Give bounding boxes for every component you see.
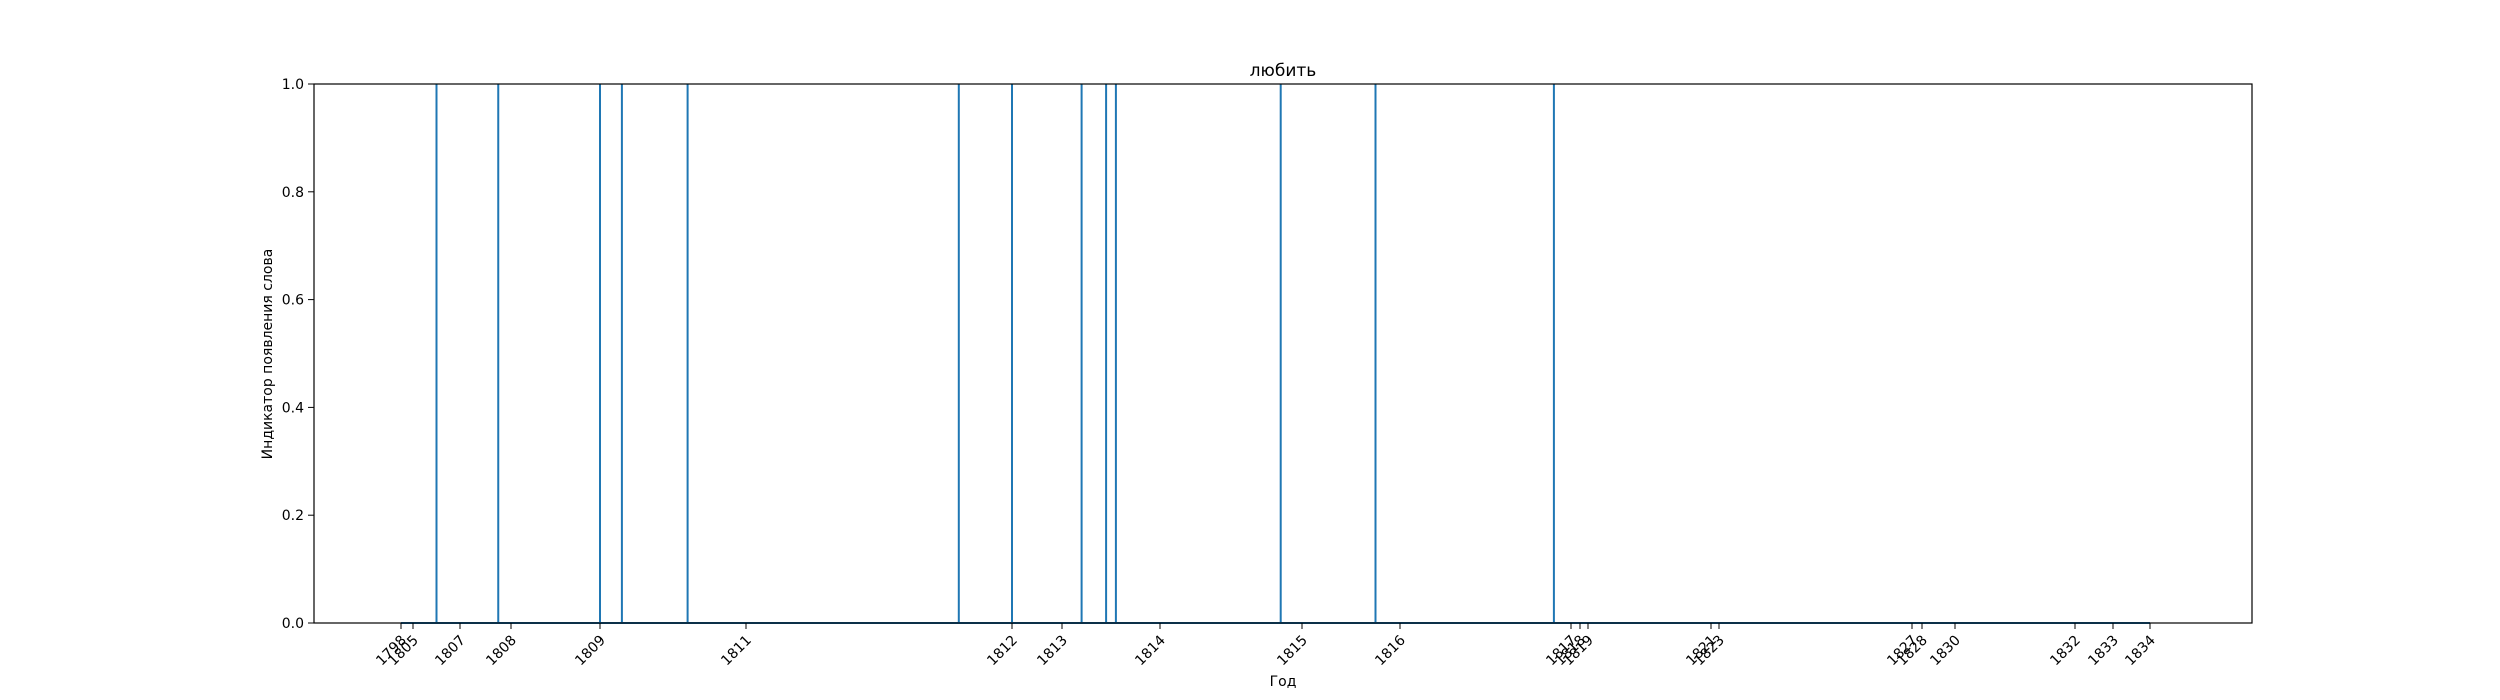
x-tick-label: 1807 [432,633,469,670]
x-tick-label: 1814 [1132,632,1169,669]
x-axis-label: Год [1270,674,1297,690]
x-tick-label: 1815 [1274,633,1311,670]
plot-frame [313,83,2253,624]
x-tick-label: 1812 [984,633,1021,670]
x-tick-label: 1816 [1372,632,1409,669]
x-tick-label: 1832 [2047,633,2084,670]
y-tick-label: 1.0 [282,77,304,93]
y-axis-label: Индикатор появления слова [260,249,276,460]
chart-title: любить [1250,61,1317,81]
y-tick-label: 0.2 [282,508,304,524]
x-tick-label: 1813 [1034,633,1071,670]
x-tick-label: 1830 [1927,633,1964,670]
x-tick-label: 1808 [483,633,520,670]
x-tick-label: 1811 [718,633,755,670]
y-tick-label: 0.6 [282,293,304,309]
y-tick-label: 0.4 [282,400,304,416]
x-tick-label: 1834 [2122,632,2159,669]
y-tick-label: 0.0 [282,616,304,632]
x-tick-label: 1833 [2085,633,2122,670]
y-tick-label: 0.8 [282,185,304,201]
x-tick-label: 1809 [572,633,609,670]
